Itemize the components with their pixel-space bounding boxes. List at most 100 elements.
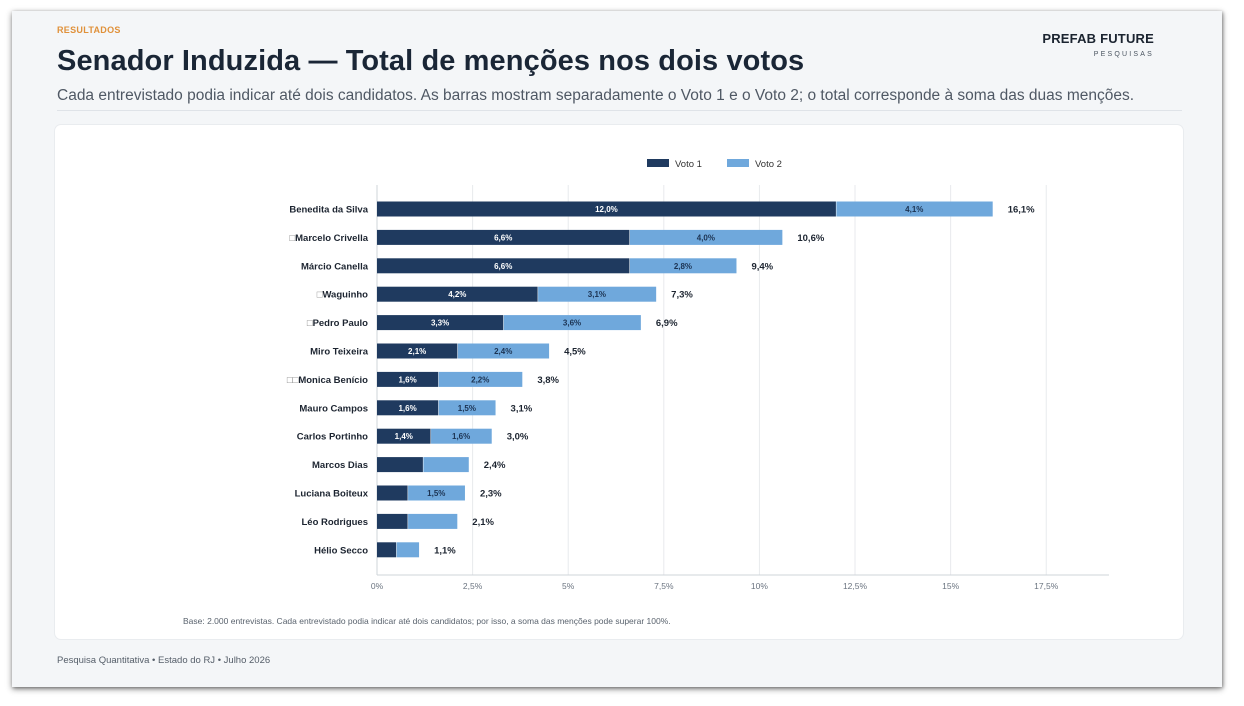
x-tick-label: 7,5% [654, 581, 674, 591]
bar-voto1 [377, 457, 423, 473]
data-label-voto1: 4,2% [448, 290, 466, 299]
category-prefix: □ [317, 290, 323, 301]
category-label: Márcio Canella [301, 261, 369, 272]
bar-voto2 [396, 542, 420, 558]
data-label-voto2: 2,2% [471, 375, 489, 384]
data-label-total: 3,1% [511, 403, 533, 414]
bar-voto1 [377, 371, 439, 387]
brand-subtitle: PESQUISAS [1093, 51, 1154, 58]
category-prefix: □□ [287, 375, 299, 386]
chart-note: Base: 2.000 entrevistas. Cada entrevista… [183, 616, 671, 626]
category-name: Hélio Secco [314, 545, 368, 556]
x-tick-label: 12,5% [843, 581, 868, 591]
category-name: Benedita da Silva [289, 205, 368, 216]
slide: RESULTADOS PREFAB FUTURE PESQUISAS Senad… [12, 11, 1222, 687]
category-name: Marcos Dias [312, 460, 368, 471]
bar-voto2 [423, 457, 469, 473]
data-label-voto1: 1,4% [395, 432, 413, 441]
data-label-total: 2,4% [484, 460, 506, 471]
bar-voto1 [377, 201, 836, 217]
category-name: Waguinho [322, 290, 368, 301]
bar-voto1 [377, 258, 630, 274]
category-label: □□Monica Benício [287, 375, 368, 386]
data-label-voto2: 1,5% [427, 489, 445, 498]
data-label-voto2: 4,1% [905, 205, 923, 214]
footer-text: Pesquisa Quantitativa • Estado do RJ • J… [57, 655, 271, 666]
header-divider [57, 110, 1182, 111]
data-label-voto1: 2,1% [408, 347, 426, 356]
section-eyebrow: RESULTADOS [57, 25, 121, 35]
category-name: Marcelo Crivella [295, 233, 369, 244]
category-label: Carlos Portinho [297, 432, 368, 443]
data-label-total: 9,4% [751, 261, 773, 272]
x-tick-label: 10% [751, 581, 768, 591]
category-name: Luciana Boiteux [295, 489, 369, 500]
data-label-voto2: 3,6% [563, 319, 581, 328]
bar-voto2 [408, 485, 465, 501]
category-name: Monica Benício [298, 375, 368, 386]
data-label-voto1: 1,6% [398, 404, 416, 413]
data-label-voto2: 3,1% [588, 290, 606, 299]
data-label-voto2: 1,6% [452, 432, 470, 441]
x-tick-label: 0% [371, 581, 384, 591]
data-label-total: 1,1% [434, 545, 456, 556]
data-label-total: 2,1% [472, 517, 494, 528]
bar-voto1 [377, 286, 538, 302]
legend-label: Voto 2 [755, 159, 782, 170]
data-label-total: 16,1% [1008, 205, 1035, 216]
data-label-voto1: 6,6% [494, 262, 512, 271]
bar-voto1 [377, 343, 458, 359]
data-label-voto1: 1,6% [398, 375, 416, 384]
category-label: Miro Teixeira [310, 347, 369, 358]
bar-voto2 [408, 513, 458, 529]
x-tick-label: 2,5% [463, 581, 483, 591]
data-label-voto1: 12,0% [595, 205, 618, 214]
x-tick-label: 17,5% [1034, 581, 1059, 591]
x-tick-label: 5% [562, 581, 575, 591]
category-label: Léo Rodrigues [301, 517, 368, 528]
category-label: Hélio Secco [314, 545, 368, 556]
bar-voto2 [438, 371, 523, 387]
category-label: Marcos Dias [312, 460, 368, 471]
stacked-bar-chart: 0% 2,5% 5% 7,5% 10% 12,5% 15% 17,5% Voto 1 Voto 2… [183, 159, 1109, 626]
category-label: □Pedro Paulo [307, 318, 368, 329]
category-label: Benedita da Silva [289, 205, 368, 216]
bar-voto2 [457, 343, 550, 359]
category-name: Pedro Paulo [313, 318, 369, 329]
page-subtitle: Cada entrevistado podia indicar até dois… [57, 87, 1135, 104]
data-label-total: 7,3% [671, 290, 693, 301]
category-name: Carlos Portinho [297, 432, 368, 443]
data-label-voto1: 3,3% [431, 319, 449, 328]
bar-voto1 [377, 229, 630, 245]
data-label-total: 2,3% [480, 489, 502, 500]
data-label-voto2: 1,5% [458, 404, 476, 413]
category-prefix: □ [289, 233, 295, 244]
category-name: Miro Teixeira [310, 347, 369, 358]
bar-voto1 [377, 400, 439, 416]
data-label-total: 4,5% [564, 347, 586, 358]
data-label-voto2: 2,8% [674, 262, 692, 271]
brand-logo: PREFAB FUTURE PESQUISAS [1042, 31, 1154, 58]
x-tick-label: 15% [942, 581, 959, 591]
bar-voto2 [538, 286, 657, 302]
category-label: Luciana Boiteux [295, 489, 369, 500]
bar-voto2 [431, 428, 492, 444]
legend-label: Voto 1 [675, 159, 702, 170]
legend-swatch [727, 159, 749, 167]
bar-voto2 [836, 201, 993, 217]
category-name: Léo Rodrigues [301, 517, 368, 528]
bar-voto1 [377, 315, 504, 331]
category-label: □Marcelo Crivella [289, 233, 368, 244]
bar-voto2 [629, 258, 737, 274]
category-name: Mauro Campos [299, 403, 368, 414]
bar-voto1 [377, 485, 408, 501]
bar-voto2 [438, 400, 496, 416]
brand-name: PREFAB FUTURE [1042, 31, 1154, 46]
bar-voto1 [377, 542, 397, 558]
category-prefix: □ [307, 318, 313, 329]
chart-card: 0% 2,5% 5% 7,5% 10% 12,5% 15% 17,5% Voto 1 Voto 2… [55, 125, 1183, 639]
bar-voto1 [377, 513, 408, 529]
data-label-total: 6,9% [656, 318, 678, 329]
page-title: Senador Induzida — Total de menções nos … [57, 45, 805, 77]
data-label-voto2: 2,4% [494, 347, 512, 356]
